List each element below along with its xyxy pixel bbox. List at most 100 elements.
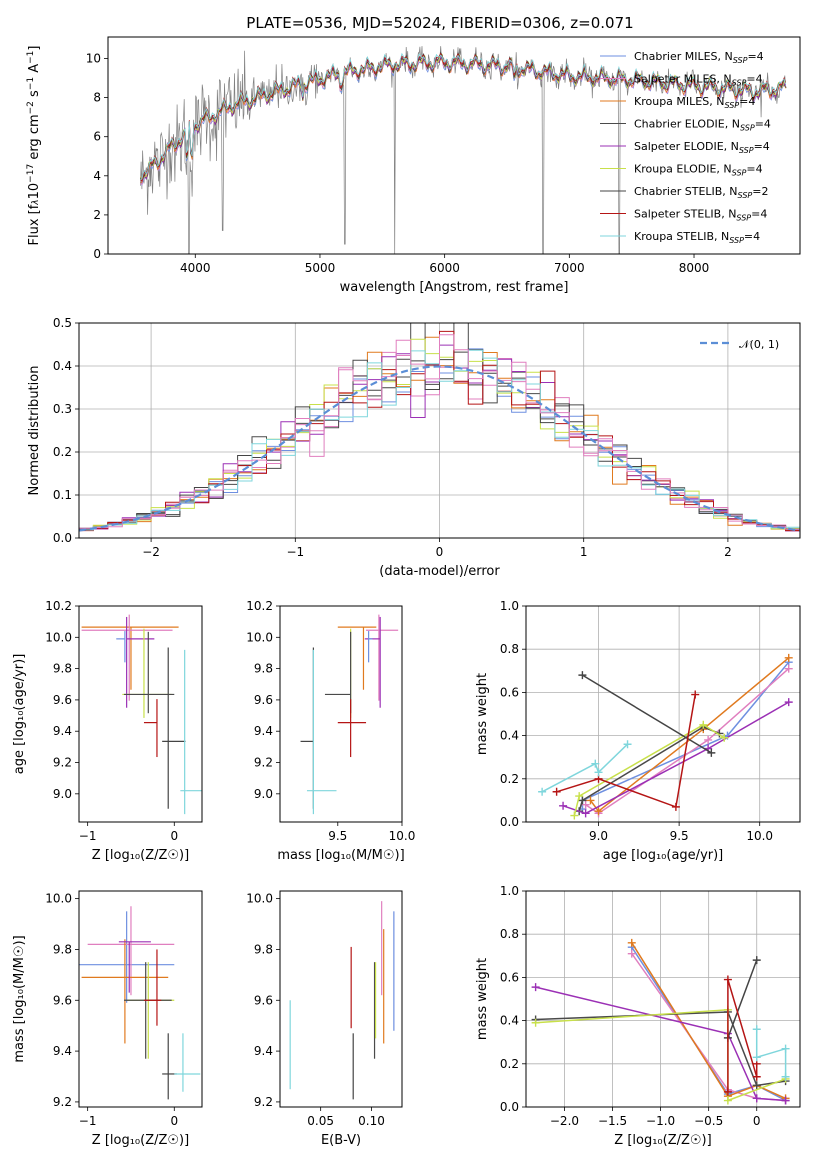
x-axis-label: wavelength [Angstrom, rest frame]: [340, 280, 569, 295]
weight-point-chabrier-elodie: [578, 796, 587, 805]
x-tick-label: −1: [79, 1114, 97, 1128]
y-tick-label: 0.0: [500, 815, 519, 829]
y-tick-label: 0.4: [500, 729, 519, 743]
y-tick-label: 10.2: [246, 599, 273, 613]
y-tick-label: 0.0: [500, 1100, 519, 1114]
x-tick-label: 9.5: [328, 829, 347, 843]
x-tick-label: 1: [580, 545, 588, 559]
weight-point-salpeter-miles: [704, 735, 713, 744]
x-tick-label: 0.05: [307, 1114, 334, 1128]
histogram-salpeter-stelib: [79, 330, 800, 532]
weight-point-salpeter-stelib: [691, 690, 700, 699]
model-line-chabrier-stelib: [140, 51, 786, 183]
y-axis-label: Flux [fλ10−17 erg cm−2 s−1 A−1]: [26, 46, 42, 246]
y-tick-label: 0.2: [500, 1057, 519, 1071]
x-axis-label: Z [log₁₀(Z/Z☉)]: [92, 848, 189, 863]
weight-line-kroupa-stelib: [755, 1029, 787, 1077]
legend-label-salpeter-elodie: Salpeter ELODIE, NSSP=4: [634, 140, 770, 155]
spectrum-legend: Chabrier MILES, NSSP=4 Salpeter MILES, NS…: [600, 50, 771, 245]
y-tick-label: 1.0: [500, 599, 519, 613]
figure-title: PLATE=0536, MJD=52024, FIBERID=0306, z=0…: [246, 14, 633, 32]
x-tick-label: −0.5: [694, 1114, 723, 1128]
weight-point-salpeter-elodie: [781, 1096, 790, 1105]
y-tick-label: 9.4: [254, 1044, 273, 1058]
weight-point-salpeter-elodie: [581, 809, 590, 818]
weight-point-salpeter-miles: [784, 664, 793, 673]
y-tick-label: 9.8: [254, 662, 273, 676]
x-tick-label: −1: [79, 829, 97, 843]
residuals-panel: −2 −1 0 1 2 0.0 0.1 0.2 0.3 0.4 0.5 (data-model)/er…: [27, 316, 801, 579]
y-tick-label: 10.0: [246, 892, 273, 906]
legend-label-chabrier-miles: Chabrier MILES, NSSP=4: [634, 50, 764, 65]
plot-frame: [525, 890, 801, 1108]
y-tick-label: 10.0: [45, 892, 72, 906]
weight-line-chabrier-elodie: [578, 726, 720, 812]
mass-weight-vs-age-panel: 9.0 9.5 10.0 0.0 0.2 0.4 0.6 0.8 1.0 age [log₁₀(a…: [475, 599, 801, 863]
mass-vs-ebv-panel: 0.05 0.10 9.2 9.4 9.6 9.8 10.0 E(B-V): [246, 890, 403, 1148]
x-axis-label: Z [log₁₀(Z/Z☉)]: [614, 1133, 711, 1148]
normal-distribution-curve: [79, 365, 800, 532]
y-tick-label: 1.0: [500, 884, 519, 898]
weight-point-kroupa-stelib: [623, 740, 632, 749]
x-tick-label: 0.10: [358, 1114, 385, 1128]
weight-line-chabrier-stelib: [582, 674, 712, 754]
y-tick-label: 9.6: [53, 693, 72, 707]
age-vs-mass-panel: 9.5 10.0 9.0 9.2 9.4 9.6 9.8 10.0 10.2 mass [log₁…: [246, 599, 415, 863]
x-tick-label: 5000: [305, 261, 336, 275]
model-line-salpeter-stelib: [140, 52, 786, 183]
weight-line-kroupa-miles: [589, 657, 790, 813]
y-tick-label: 9.2: [254, 756, 273, 770]
plot-frame: [78, 322, 801, 539]
weight-point-salpeter-stelib: [552, 787, 561, 796]
x-tick-label: 0: [170, 1114, 178, 1128]
y-tick-label: 0.8: [500, 927, 519, 941]
y-tick-label: 9.2: [53, 756, 72, 770]
mass-vs-Z-panel: −1 0 9.2 9.4 9.6 9.8 10.0 Z [log₁₀(Z/Z☉)] mass […: [12, 890, 203, 1148]
x-tick-label: −2: [142, 545, 160, 559]
legend-label-salpeter-miles: Salpeter MILES, NSSP=4: [634, 73, 763, 88]
weight-point-salpeter-stelib: [671, 802, 680, 811]
plot-frame: [525, 605, 801, 823]
weight-line-kroupa-miles: [631, 942, 786, 1100]
legend-label-chabrier-stelib: Chabrier STELIB, NSSP=2: [634, 185, 768, 200]
y-tick-label: 4: [93, 169, 101, 183]
weight-point-kroupa-miles: [627, 938, 636, 947]
weight-point-chabrier-stelib: [707, 748, 716, 757]
weight-point-salpeter-stelib: [752, 1072, 761, 1081]
x-axis-label: E(B-V): [321, 1133, 361, 1148]
x-tick-label: 8000: [679, 261, 710, 275]
x-tick-label: 0: [436, 545, 444, 559]
y-tick-label: 10.0: [246, 630, 273, 644]
weight-line-salpeter-stelib: [556, 694, 696, 808]
y-axis-label: age [log₁₀(age/yr)]: [12, 654, 27, 775]
weight-point-salpeter-stelib: [723, 1087, 732, 1096]
x-axis-label: (data-model)/error: [379, 564, 500, 579]
weight-point-kroupa-elodie: [699, 720, 708, 729]
weight-point-kroupa-elodie: [531, 1018, 540, 1027]
weight-line-chabrier-stelib: [727, 959, 758, 1039]
weight-point-salpeter-stelib: [723, 975, 732, 984]
y-tick-label: 9.6: [254, 693, 273, 707]
y-tick-label: 9.0: [53, 787, 72, 801]
model-line-kroupa-elodie: [140, 52, 786, 181]
x-axis-label: Z [log₁₀(Z/Z☉)]: [92, 1133, 189, 1148]
x-tick-label: 0: [753, 1114, 761, 1128]
y-tick-label: 0.0: [53, 531, 72, 545]
y-tick-label: 9.4: [53, 724, 72, 738]
x-axis-label: age [log₁₀(age/yr)]: [603, 848, 724, 863]
x-tick-label: 7000: [554, 261, 585, 275]
legend-label-salpeter-stelib: Salpeter STELIB, NSSP=4: [634, 208, 767, 223]
weight-point-kroupa-stelib: [781, 1072, 790, 1081]
x-tick-label: 9.5: [670, 829, 689, 843]
plot-frame: [107, 36, 801, 255]
y-axis-label: mass weight: [475, 673, 490, 755]
spectrum-panel: 4000 5000 6000 7000 8000 0 2 4 6 8 10 wavelength [A…: [26, 36, 801, 295]
y-tick-label: 9.8: [254, 942, 273, 956]
weight-point-chabrier-elodie: [752, 1081, 761, 1090]
weight-point-salpeter-miles: [581, 800, 590, 809]
y-tick-label: 10: [86, 52, 101, 66]
plot-frame: [279, 605, 403, 823]
weight-point-kroupa-stelib: [781, 1044, 790, 1053]
